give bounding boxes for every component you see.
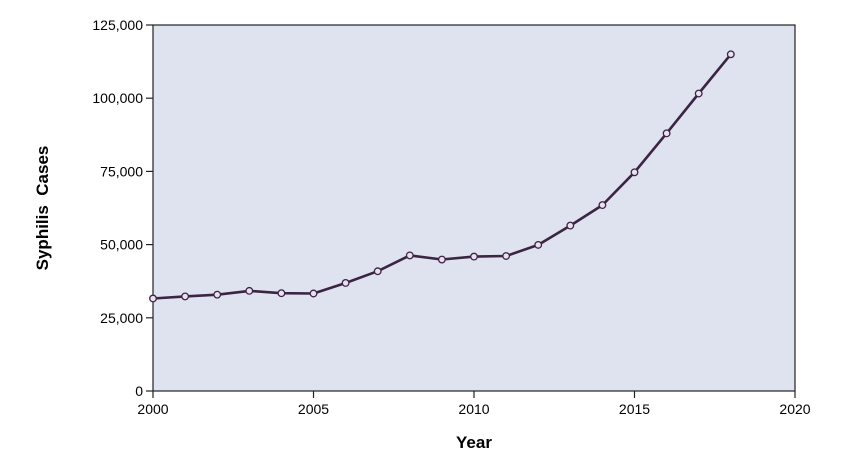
data-point <box>341 279 350 287</box>
y-tick-label: 50,000 <box>100 237 143 253</box>
data-point <box>309 289 318 298</box>
data-points <box>149 50 735 303</box>
x-tick-label: 2010 <box>458 401 489 417</box>
data-point <box>437 255 446 264</box>
data-point <box>598 201 607 210</box>
x-tick-label: 2005 <box>298 401 329 417</box>
x-tick-label: 2020 <box>779 401 810 417</box>
data-point <box>470 252 478 261</box>
data-point <box>726 50 735 59</box>
y-axis-ticks: 0 25,000 50,000 75,000 100,000 125,000 <box>92 17 153 399</box>
y-tick-label: 125,000 <box>92 17 143 33</box>
data-point <box>181 292 190 301</box>
data-point <box>662 129 671 138</box>
data-point <box>245 286 254 295</box>
data-point <box>213 290 222 299</box>
x-axis-ticks: 2000 2005 2010 2015 2020 <box>137 391 811 417</box>
x-axis-title: Year <box>456 433 492 452</box>
x-tick-label: 2000 <box>137 401 168 417</box>
data-point <box>694 89 703 98</box>
data-point <box>502 252 511 260</box>
data-point <box>373 267 382 276</box>
data-point <box>534 240 543 249</box>
y-tick-label: 0 <box>135 383 143 399</box>
data-point <box>405 251 414 260</box>
y-tick-label: 100,000 <box>92 90 143 106</box>
y-tick-label: 25,000 <box>100 310 143 326</box>
data-point <box>630 168 639 177</box>
data-point <box>277 289 286 298</box>
data-point <box>149 294 157 303</box>
plot-area <box>152 24 796 392</box>
x-tick-label: 2015 <box>619 401 650 417</box>
y-tick-label: 75,000 <box>100 163 143 179</box>
y-axis-title: Syphilis Cases <box>33 146 52 271</box>
data-point <box>566 221 575 230</box>
